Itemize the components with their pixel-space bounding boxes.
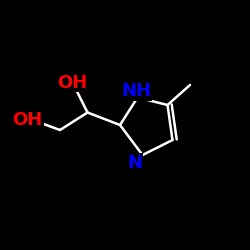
Text: OH: OH [58,74,88,92]
Text: N: N [128,154,142,172]
Text: OH: OH [12,111,42,129]
Text: NH: NH [121,82,151,100]
